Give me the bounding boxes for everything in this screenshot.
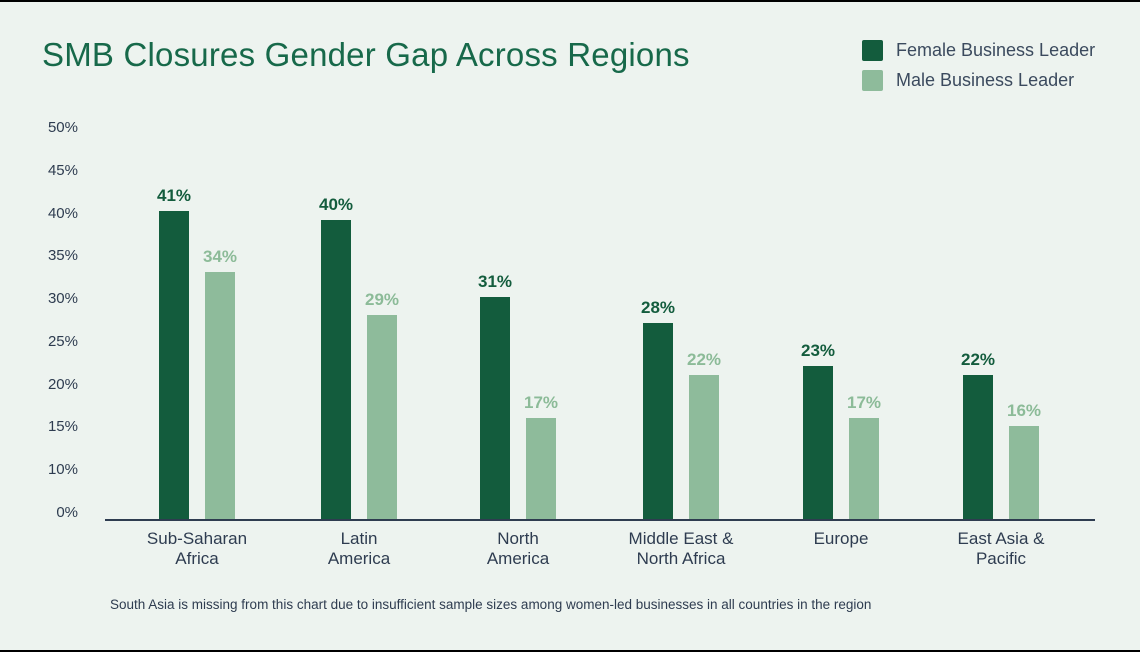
x-axis-category-label: Europe	[813, 529, 869, 548]
chart-title: SMB Closures Gender Gap Across Regions	[42, 36, 690, 73]
bar-value-label: 31%	[477, 272, 513, 291]
x-axis-category-label: North America	[486, 529, 550, 568]
bar-wrap: 40%	[319, 195, 353, 520]
bar-male-1	[367, 315, 397, 520]
x-axis-line	[105, 519, 1095, 521]
y-axis-tick-label: 0%	[56, 504, 78, 522]
legend-swatch-female-icon	[862, 40, 883, 61]
bar-wrap: 22%	[687, 350, 721, 520]
bar-value-label: 41%	[156, 186, 192, 205]
bar-wrap: 22%	[961, 350, 995, 520]
legend-label-male: Male Business Leader	[896, 70, 1075, 90]
bar-female-1	[321, 220, 351, 520]
legend-swatch-male-icon	[862, 70, 883, 91]
y-axis-tick-label: 10%	[47, 461, 78, 479]
bar-value-label: 23%	[800, 341, 836, 360]
bar-group-2: 31% 17%	[438, 120, 598, 520]
y-axis-tick-label: 35%	[47, 247, 78, 265]
bar-wrap: 23%	[801, 341, 835, 520]
bar-female-5	[963, 375, 993, 520]
y-axis-tick-label: 30%	[47, 290, 78, 308]
bar-group-5: 22% 16%	[921, 120, 1081, 520]
bar-group-0: 41% 34%	[117, 120, 277, 520]
top-edge-strip	[0, 0, 1140, 2]
bar-value-label: 22%	[686, 350, 722, 369]
bar-group-4: 23% 17%	[761, 120, 921, 520]
bar-value-label: 29%	[364, 290, 400, 309]
bottom-edge-strip	[0, 650, 1140, 652]
bar-wrap: 41%	[157, 186, 191, 520]
x-axis-category-label: Sub-Saharan Africa	[146, 529, 248, 568]
y-axis-tick-label: 25%	[47, 332, 78, 350]
bar-male-3	[689, 375, 719, 520]
bar-group-1: 40% 29%	[279, 120, 439, 520]
bar-male-2	[526, 418, 556, 520]
bar-female-0	[159, 211, 189, 520]
bar-value-label: 22%	[960, 350, 996, 369]
chart-footnote: South Asia is missing from this chart du…	[110, 597, 872, 612]
bar-male-4	[849, 418, 879, 520]
bar-male-5	[1009, 426, 1039, 520]
bar-wrap: 17%	[847, 393, 881, 520]
y-axis-tick-label: 20%	[47, 375, 78, 393]
bar-group-3: 28% 22%	[601, 120, 761, 520]
y-axis-tick-label: 15%	[47, 418, 78, 436]
bar-female-3	[643, 323, 673, 520]
y-axis-tick-label: 50%	[47, 119, 78, 136]
bar-value-label: 34%	[202, 247, 238, 266]
bar-female-4	[803, 366, 833, 520]
bar-male-0	[205, 272, 235, 520]
bar-value-label: 40%	[318, 195, 354, 214]
bar-value-label: 16%	[1006, 401, 1042, 420]
bar-female-2	[480, 297, 510, 520]
legend-label-female: Female Business Leader	[896, 40, 1096, 60]
bar-wrap: 17%	[524, 393, 558, 520]
bar-value-label: 28%	[640, 298, 676, 317]
legend-item-male: Male Business Leader	[862, 70, 1095, 91]
bar-wrap: 31%	[478, 272, 512, 520]
bar-wrap: 16%	[1007, 401, 1041, 520]
bar-value-label: 17%	[523, 393, 559, 412]
bar-wrap: 28%	[641, 298, 675, 520]
x-axis-category-label: East Asia & Pacific	[957, 529, 1045, 568]
x-axis-category-label: Middle East & North Africa	[628, 529, 734, 568]
y-axis-tick-label: 40%	[47, 204, 78, 222]
legend-item-female: Female Business Leader	[862, 40, 1095, 61]
bar-value-label: 17%	[846, 393, 882, 412]
bar-wrap: 34%	[203, 247, 237, 520]
bar-wrap: 29%	[365, 290, 399, 520]
y-axis-tick-label: 45%	[47, 161, 78, 179]
legend: Female Business Leader Male Business Lea…	[862, 40, 1095, 100]
x-axis-category-label: Latin America	[327, 529, 391, 568]
